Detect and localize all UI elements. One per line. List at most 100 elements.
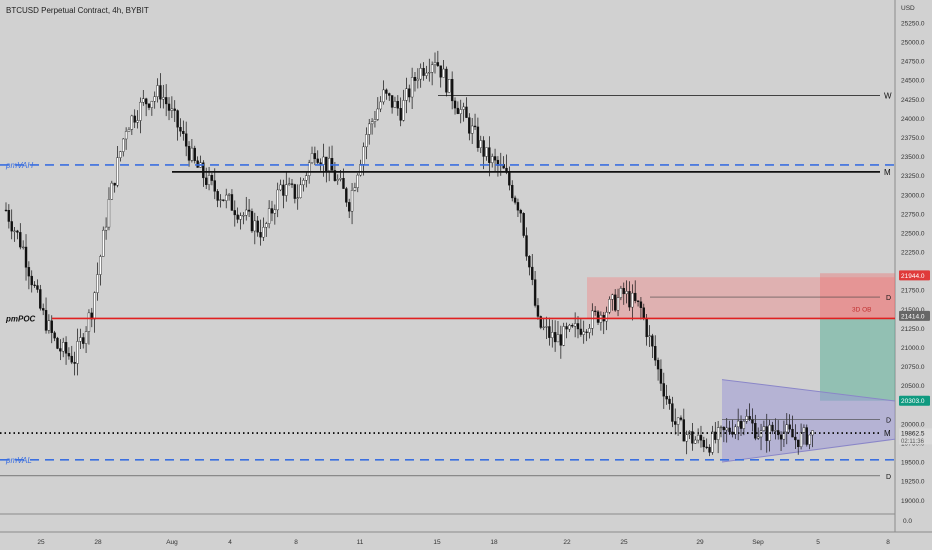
- price-tick-label: 23500.0: [901, 154, 925, 161]
- candle-body: [247, 209, 251, 212]
- candle-body: [705, 446, 708, 448]
- candle-body: [305, 175, 308, 181]
- candle-body: [113, 182, 116, 186]
- candle-body: [636, 300, 640, 302]
- candle-body: [448, 79, 451, 93]
- price-tag-gray-bg: [899, 310, 930, 321]
- candle-body: [290, 183, 294, 185]
- candle-body: [39, 289, 42, 309]
- time-axis[interactable]: 25 28 Aug 4 8 11 15 18 22 25 29 Sep 5 8: [37, 539, 890, 546]
- candle-body: [202, 162, 205, 179]
- candle-body: [276, 189, 279, 211]
- candle-body: [282, 184, 285, 196]
- candle-body: [299, 184, 302, 198]
- date-tick-label: 22: [563, 539, 571, 546]
- candle-body: [399, 108, 402, 121]
- candle-body: [676, 417, 680, 425]
- candle-body: [184, 133, 188, 147]
- candle-body: [797, 439, 800, 448]
- candle-body: [754, 423, 757, 439]
- price-tick-label: 24000.0: [901, 116, 925, 123]
- countdown-label: 02:11:36: [901, 439, 925, 445]
- candle-body: [302, 180, 305, 186]
- price-tick-label: 21000.0: [901, 345, 925, 352]
- candle-body: [771, 424, 774, 432]
- candle-body: [648, 335, 651, 338]
- price-tick-label: 22250.0: [901, 250, 925, 257]
- candle-body: [187, 146, 191, 161]
- candle-body: [522, 213, 525, 236]
- candle-body: [685, 434, 688, 442]
- candle-body: [339, 178, 342, 180]
- candle-body: [625, 291, 628, 295]
- candle-body: [794, 436, 797, 441]
- date-tick-label: 8: [294, 539, 298, 546]
- candle-body: [808, 434, 811, 445]
- candle-body: [734, 426, 737, 435]
- price-tick-label: 25250.0: [901, 20, 925, 27]
- daily-label-1: D: [886, 295, 891, 302]
- candle-body: [396, 100, 400, 109]
- date-tick-label: 8: [886, 539, 890, 546]
- ob-zone-overlap: [820, 273, 895, 319]
- price-tag-green-label: 20303.0: [901, 398, 925, 405]
- candle-body: [436, 62, 440, 66]
- candle-body: [425, 72, 428, 76]
- candle-body: [619, 288, 623, 298]
- candle-body: [270, 208, 274, 214]
- candle-body: [659, 368, 663, 384]
- candle-body: [353, 187, 357, 191]
- candle-body: [668, 398, 671, 404]
- candle-body: [144, 98, 148, 105]
- candle-body: [4, 209, 8, 212]
- candle-body: [445, 68, 448, 93]
- candle-body: [10, 221, 13, 232]
- triangle-upper-edge: [721, 379, 896, 402]
- candle-body: [679, 417, 683, 420]
- candle-body: [245, 209, 248, 216]
- monthly-label-2: M: [884, 429, 891, 438]
- candle-body: [190, 147, 194, 161]
- candle-body: [53, 332, 56, 339]
- candle-body: [96, 274, 99, 293]
- candle-body: [616, 297, 620, 311]
- candle-body: [345, 188, 348, 203]
- date-tick-label: 18: [490, 539, 498, 546]
- candle-body: [405, 88, 408, 101]
- candle-body: [373, 119, 377, 122]
- candle-body: [716, 427, 720, 440]
- price-tag-green-bg: [899, 395, 930, 406]
- price-tick-label: 22500.0: [901, 230, 925, 237]
- candle-body: [116, 157, 119, 186]
- candle-body: [694, 439, 697, 444]
- candle-body: [576, 323, 580, 330]
- candle-body: [519, 210, 522, 214]
- candle-body: [313, 153, 317, 160]
- candle-body: [556, 334, 560, 343]
- candle-body: [356, 174, 359, 188]
- last-price-label: 19862.5: [901, 430, 925, 437]
- candle-body: [585, 331, 588, 333]
- candle-body: [593, 310, 597, 312]
- candle-body: [470, 125, 474, 134]
- candle-body: [59, 348, 62, 352]
- candle-body: [582, 331, 585, 335]
- candle-body: [811, 430, 814, 436]
- candle-body: [13, 230, 16, 232]
- candle-body: [62, 342, 65, 352]
- candle-body: [473, 125, 477, 128]
- price-tick-label: 21250.0: [901, 326, 925, 333]
- candle-body: [542, 326, 545, 328]
- candle-body: [628, 291, 631, 308]
- candle-body: [513, 197, 517, 203]
- candle-body: [714, 431, 717, 440]
- candle-body: [256, 220, 259, 233]
- candle-body: [493, 156, 497, 161]
- candle-body: [456, 107, 460, 114]
- candle-body: [390, 95, 394, 108]
- candle-body: [79, 337, 82, 342]
- candle-body: [565, 326, 568, 330]
- candle-body: [482, 140, 485, 157]
